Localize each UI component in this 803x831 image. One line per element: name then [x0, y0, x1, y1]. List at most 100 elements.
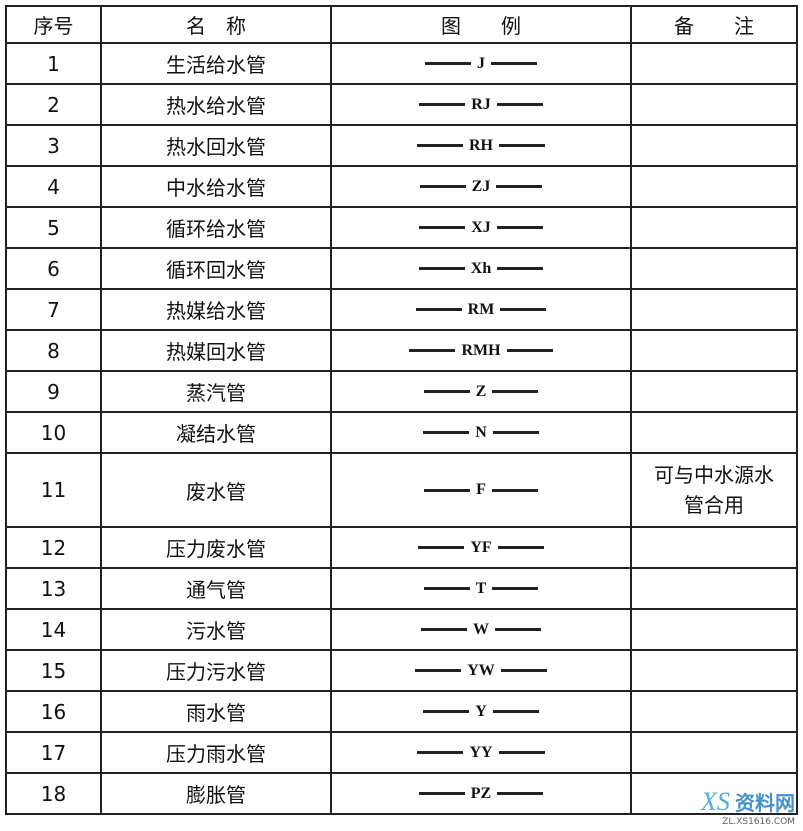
- number-cell: 13: [5, 567, 102, 610]
- legend-code: F: [476, 481, 486, 498]
- legend-line: [497, 267, 544, 270]
- note-cell: [630, 42, 798, 85]
- legend-line: [492, 710, 539, 713]
- number-cell: 6: [5, 247, 102, 290]
- legend-symbol: T: [332, 580, 630, 598]
- note-cell: [630, 247, 798, 290]
- legend-cell: RMH: [330, 329, 632, 372]
- header-cell: 名 称: [100, 5, 332, 44]
- row: 2 热水给水管 RJ: [5, 83, 798, 126]
- header-cell: 备 注: [630, 5, 798, 44]
- legend-line: [423, 710, 470, 713]
- note-cell: [630, 206, 798, 249]
- name-cell: 热水回水管: [100, 124, 332, 167]
- legend-line: [496, 226, 543, 229]
- legend-cell: F: [330, 452, 632, 528]
- name-cell: 循环回水管: [100, 247, 332, 290]
- legend-line: [423, 431, 470, 434]
- legend-line: [496, 185, 543, 188]
- header-cell: 序号: [5, 5, 102, 44]
- note-cell: [630, 83, 798, 126]
- row: 12 压力废水管 YF: [5, 526, 798, 569]
- row: 9 蒸汽管 Z: [5, 370, 798, 413]
- row: 14 污水管 W: [5, 608, 798, 651]
- legend-symbol: YW: [332, 662, 630, 680]
- number-cell: 10: [5, 411, 102, 454]
- legend-line: [492, 390, 539, 393]
- legend-line: [495, 628, 541, 631]
- number-cell: 15: [5, 649, 102, 692]
- watermark-logo: XS: [701, 787, 730, 816]
- legend-symbol: XJ: [332, 219, 630, 237]
- legend-line: [492, 587, 539, 590]
- legend-code: RH: [469, 136, 493, 154]
- legend-cell: YF: [330, 526, 632, 569]
- legend-line: [419, 226, 466, 229]
- number-cell: 11: [5, 452, 102, 528]
- legend-line: [409, 349, 456, 352]
- row: 11 废水管 F 可与中水源水管合用: [5, 452, 798, 528]
- legend-line: [415, 669, 462, 672]
- row: 10 凝结水管 N: [5, 411, 798, 454]
- legend-line: [419, 103, 466, 106]
- legend-cell: XJ: [330, 206, 632, 249]
- note-cell: [630, 526, 798, 569]
- number-cell: 7: [5, 288, 102, 331]
- legend-cell: W: [330, 608, 632, 651]
- legend-code: ZJ: [471, 177, 491, 195]
- name-cell: 生活给水管: [100, 42, 332, 85]
- legend-code: Y: [475, 702, 487, 720]
- legend-line: [424, 488, 471, 492]
- name-cell: 膨胀管: [100, 772, 332, 815]
- note-cell: [630, 165, 798, 208]
- name-cell: 废水管: [100, 452, 332, 528]
- legend-cell: ZJ: [330, 165, 632, 208]
- number-cell: 3: [5, 124, 102, 167]
- legend-line: [491, 488, 538, 492]
- legend-symbol: Y: [332, 703, 630, 721]
- legend-line: [497, 546, 544, 549]
- legend-cell: Z: [330, 370, 632, 413]
- name-cell: 循环给水管: [100, 206, 332, 249]
- row: 15 压力污水管 YW: [5, 649, 798, 692]
- row: 3 热水回水管 RH: [5, 124, 798, 167]
- legend-cell: YW: [330, 649, 632, 692]
- number-cell: 14: [5, 608, 102, 651]
- number-cell: 9: [5, 370, 102, 413]
- row: 17 压力雨水管 YY: [5, 731, 798, 774]
- legend-line: [415, 308, 462, 311]
- name-cell: 凝结水管: [100, 411, 332, 454]
- name-cell: 污水管: [100, 608, 332, 651]
- number-cell: 2: [5, 83, 102, 126]
- legend-line: [419, 185, 466, 188]
- legend-symbol: RMH: [332, 342, 630, 360]
- legend-cell: T: [330, 567, 632, 610]
- legend-code: J: [477, 54, 485, 72]
- legend-cell: RJ: [330, 83, 632, 126]
- note-cell: [630, 329, 798, 372]
- legend-line: [418, 267, 465, 270]
- legend-code: YY: [469, 743, 493, 761]
- legend-symbol: F: [332, 481, 630, 499]
- legend-cell: N: [330, 411, 632, 454]
- legend-line: [423, 390, 470, 393]
- legend-line: [498, 751, 545, 754]
- legend-cell: PZ: [330, 772, 632, 815]
- row: 13 通气管 T: [5, 567, 798, 610]
- watermark-url: ZL.XS1616.COM: [722, 817, 795, 827]
- legend-symbol: YF: [332, 539, 630, 557]
- name-cell: 热媒回水管: [100, 329, 332, 372]
- row: 6 循环回水管 Xh: [5, 247, 798, 290]
- legend-code: RM: [467, 300, 495, 318]
- number-cell: 17: [5, 731, 102, 774]
- legend-line: [423, 587, 470, 590]
- legend-symbol: PZ: [332, 785, 630, 803]
- legend-symbol: Z: [332, 383, 630, 401]
- note-cell: [630, 731, 798, 774]
- legend-symbol: RH: [332, 137, 630, 155]
- note-cell: [630, 411, 798, 454]
- note-cell: [630, 608, 798, 651]
- legend-line: [421, 628, 467, 631]
- number-cell: 18: [5, 772, 102, 815]
- name-cell: 蒸汽管: [100, 370, 332, 413]
